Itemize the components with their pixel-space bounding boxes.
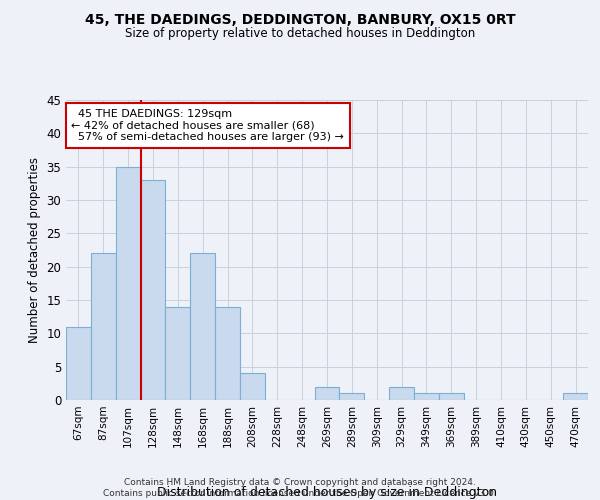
Bar [116, 166, 140, 400]
Bar [240, 374, 265, 400]
Y-axis label: Number of detached properties: Number of detached properties [28, 157, 41, 343]
Bar [91, 254, 116, 400]
Text: 45 THE DAEDINGS: 129sqm  
← 42% of detached houses are smaller (68)
  57% of sem: 45 THE DAEDINGS: 129sqm ← 42% of detache… [71, 109, 344, 142]
Bar [340, 394, 364, 400]
Bar [414, 394, 439, 400]
Bar [389, 386, 414, 400]
Text: Contains HM Land Registry data © Crown copyright and database right 2024.
Contai: Contains HM Land Registry data © Crown c… [103, 478, 497, 498]
Bar [140, 180, 166, 400]
Text: 45, THE DAEDINGS, DEDDINGTON, BANBURY, OX15 0RT: 45, THE DAEDINGS, DEDDINGTON, BANBURY, O… [85, 12, 515, 26]
Bar [439, 394, 464, 400]
Bar [166, 306, 190, 400]
Bar [66, 326, 91, 400]
Bar [190, 254, 215, 400]
Text: Size of property relative to detached houses in Deddington: Size of property relative to detached ho… [125, 28, 475, 40]
Bar [215, 306, 240, 400]
Bar [314, 386, 340, 400]
Bar [563, 394, 588, 400]
X-axis label: Distribution of detached houses by size in Deddington: Distribution of detached houses by size … [157, 486, 497, 499]
